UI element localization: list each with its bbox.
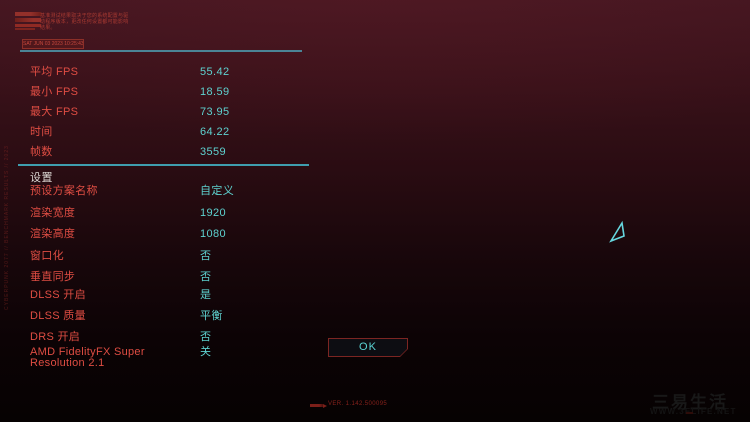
settings-section-title: 设置 [30, 172, 53, 184]
version-text: VER. 1.142.500095 [328, 401, 388, 407]
stat-row-max-fps: 最大 FPS 73.95 [0, 107, 420, 121]
benchmark-timestamp-badge: SAT JUN 03 2023 10:25:43 [22, 39, 84, 49]
stat-row-time: 时间 64.22 [0, 127, 420, 141]
ok-button[interactable]: OK [328, 338, 408, 357]
stat-value: 55.42 [200, 66, 230, 78]
setting-value: 否 [200, 271, 212, 283]
setting-row-dlss-enabled: DLSS 开启 是 [0, 290, 420, 304]
stat-label: 最小 FPS [30, 86, 79, 98]
setting-label: AMD FidelityFX Super Resolution 2.1 [30, 346, 145, 369]
setting-value: 自定义 [200, 185, 235, 197]
stat-label: 帧数 [30, 146, 53, 158]
stat-label: 时间 [30, 126, 53, 138]
setting-row-amd-fsr: AMD FidelityFX Super Resolution 2.1 关 [0, 347, 420, 371]
stat-value: 18.59 [200, 86, 230, 98]
setting-row-render-width: 渲染宽度 1920 [0, 208, 420, 222]
setting-value: 平衡 [200, 310, 223, 322]
setting-label: DLSS 质量 [30, 310, 86, 322]
stat-label: 最大 FPS [30, 106, 79, 118]
setting-label: 渲染宽度 [30, 207, 76, 219]
game-logo-icon [15, 11, 42, 31]
setting-label: 垂直同步 [30, 271, 76, 283]
setting-row-preset-name: 预设方案名称 自定义 [0, 186, 420, 200]
setting-label: DLSS 开启 [30, 289, 86, 301]
watermark-accent [686, 412, 693, 414]
cursor-arrow-icon [609, 220, 625, 243]
setting-label: DRS 开启 [30, 331, 81, 343]
setting-value: 1080 [200, 228, 227, 240]
setting-value: 关 [200, 346, 212, 358]
stat-row-frames: 帧数 3559 [0, 147, 420, 161]
stat-row-average-fps: 平均 FPS 55.42 [0, 67, 420, 81]
settings-divider [18, 164, 309, 166]
stat-value: 64.22 [200, 126, 230, 138]
setting-row-windowed: 窗口化 否 [0, 251, 420, 265]
setting-label: 渲染高度 [30, 228, 76, 240]
header-divider [20, 50, 302, 52]
stat-row-min-fps: 最小 FPS 18.59 [0, 87, 420, 101]
setting-value: 是 [200, 289, 212, 301]
setting-label: 窗口化 [30, 250, 64, 262]
setting-label: 预设方案名称 [30, 185, 98, 197]
ok-button-label[interactable]: OK [329, 339, 407, 356]
watermark-title: 三易生活 [652, 393, 728, 412]
stat-label: 平均 FPS [30, 66, 79, 78]
setting-row-vsync: 垂直同步 否 [0, 272, 420, 286]
setting-row-dlss-quality: DLSS 质量 平衡 [0, 311, 420, 325]
benchmark-disclaimer-text: 基准测试结果取决于您的系统配置与驱动程序版本，更改任何设置都可能影响结果。 [40, 13, 129, 31]
setting-row-drs-enabled: DRS 开启 否 [0, 332, 420, 346]
stat-value: 3559 [200, 146, 227, 158]
setting-value: 1920 [200, 207, 227, 219]
setting-value: 否 [200, 250, 212, 262]
stat-value: 73.95 [200, 106, 230, 118]
watermark-url: WWW.3ELIFE.NET [650, 407, 737, 416]
setting-value: 否 [200, 331, 212, 343]
version-arrow-icon [310, 404, 327, 408]
setting-row-render-height: 渲染高度 1080 [0, 229, 420, 243]
